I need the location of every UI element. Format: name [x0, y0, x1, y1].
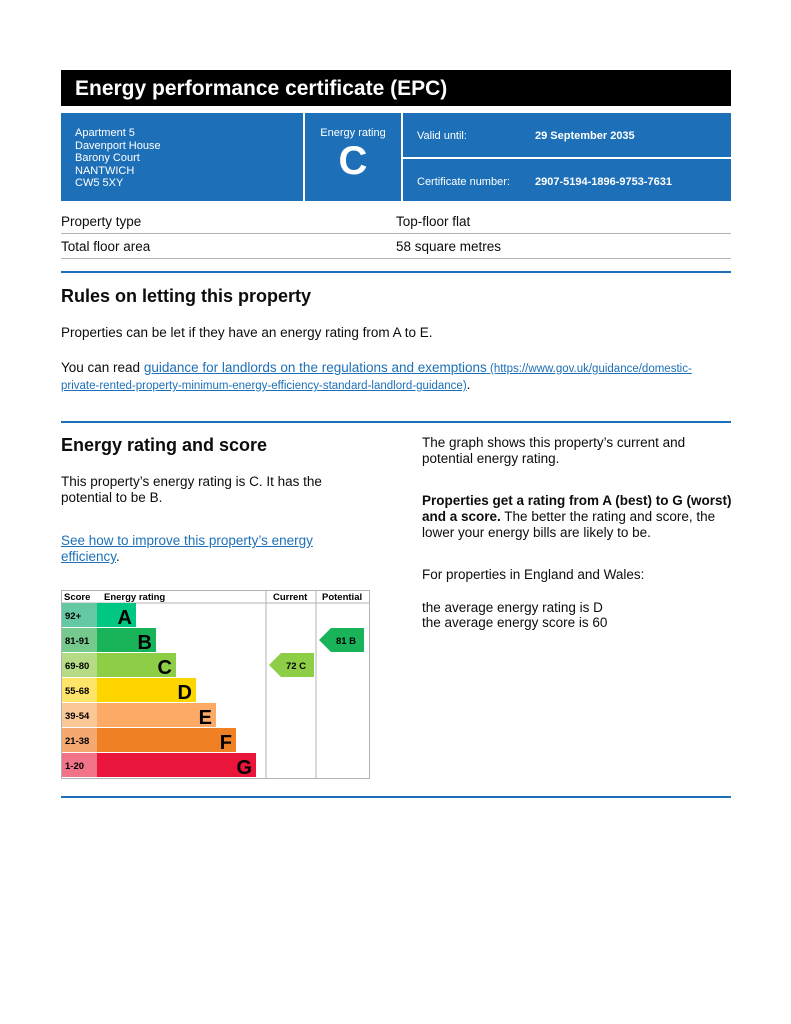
score-cell — [62, 728, 97, 752]
potential-arrow — [319, 628, 364, 652]
row-value: 58 square metres — [396, 239, 502, 254]
average-rating: the average energy rating is D — [422, 600, 603, 615]
england-wales-text: For properties in England and Wales: — [422, 567, 645, 582]
score-label: 81-91 — [65, 636, 90, 647]
header-potential: Potential — [322, 592, 362, 603]
row-value: Top-floor flat — [396, 214, 471, 229]
link-url: (https://www.gov.uk/guidance/domestic-pr… — [61, 363, 692, 392]
text: You can read — [61, 360, 144, 375]
header-energy-rating: Energy rating — [104, 592, 165, 603]
divider — [61, 796, 731, 798]
score-cell — [62, 703, 97, 727]
rating-bar-d — [97, 678, 196, 702]
certificate-number-label: Certificate number: — [417, 176, 510, 188]
floor-area-row: Total floor area 58 square metres — [61, 234, 731, 259]
energy-rating-chart: Score Energy rating Current Potential 92+ A 81… — [61, 590, 370, 779]
score-cell — [62, 628, 97, 652]
address-line: Barony Court — [75, 152, 140, 164]
address-line: NANTWICH — [75, 164, 135, 177]
property-type-row: Property type Top-floor flat — [61, 209, 731, 234]
bold-text: Properties get a rating from A (best) to… — [422, 493, 732, 524]
rating-letter: D — [178, 682, 192, 704]
row-label: Total floor area — [61, 239, 151, 254]
score-label: 55-68 — [65, 686, 89, 697]
certificate-number-value: 2907-5194-1896-9753-7631 — [535, 176, 673, 188]
score-text: This property’s energy rating is C. It h… — [61, 474, 322, 505]
rating-letter: F — [220, 732, 232, 754]
rating-letter: B — [138, 632, 152, 654]
rating-letter: E — [199, 707, 212, 729]
rating-bar-e — [97, 703, 216, 727]
address-line: CW5 5XY — [75, 177, 124, 189]
current-label: 72 C — [286, 661, 306, 672]
energy-rating-box: Energy rating C — [305, 113, 401, 201]
score-label: 1-20 — [65, 761, 84, 772]
average-score: the average energy score is 60 — [422, 615, 608, 630]
text: The better the rating and score, the low… — [422, 509, 716, 540]
certificate-number: Certificate number: 2907-5194-1896-9753-… — [403, 159, 731, 201]
rules-guidance: You can read guidance for landlords on t… — [61, 360, 711, 394]
score-label: 69-80 — [65, 661, 89, 672]
score-cell — [62, 653, 97, 677]
rules-text: Properties can be let if they have an en… — [61, 325, 433, 340]
property-address: Apartment 5 Davenport House Barony Court… — [61, 113, 303, 201]
score-label: 92+ — [65, 611, 82, 622]
score-label: 39-54 — [65, 711, 90, 722]
valid-until: Valid until: 29 September 2035 — [403, 113, 731, 157]
score-cell — [62, 678, 97, 702]
rating-bar-a — [97, 603, 136, 627]
rating-letter: A — [118, 607, 132, 629]
graph-text: The graph shows this property’s current … — [422, 435, 686, 466]
score-label: 21-38 — [65, 736, 89, 747]
rating-bar-c — [97, 653, 176, 677]
link-text: guidance for landlords on the regulation… — [143, 360, 487, 375]
current-arrow — [269, 653, 314, 677]
address-line: Davenport House — [75, 139, 161, 152]
address-line: Apartment 5 — [75, 127, 135, 139]
potential-label: 81 B — [336, 636, 356, 647]
row-label: Property type — [61, 214, 142, 229]
valid-until-value: 29 September 2035 — [535, 130, 635, 142]
score-cell — [62, 603, 97, 627]
score-heading: Energy rating and score — [61, 435, 268, 455]
rating-bar-g — [97, 753, 256, 777]
improve-paragraph: See how to improve this property’s energ… — [61, 533, 331, 565]
rules-heading: Rules on letting this property — [61, 286, 312, 306]
text: . — [116, 549, 120, 564]
score-cell — [62, 753, 97, 777]
chart-border — [61, 590, 370, 779]
energy-rating-value: C — [338, 139, 368, 183]
valid-until-label: Valid until: — [417, 130, 467, 142]
divider — [61, 421, 731, 423]
page-title: Energy performance certificate (EPC) — [61, 70, 731, 106]
improve-link[interactable]: See how to improve this property’s energ… — [61, 533, 313, 564]
rating-letter: G — [236, 757, 252, 779]
header-current: Current — [273, 592, 308, 603]
rating-bar-f — [97, 728, 236, 752]
text: . — [466, 377, 471, 392]
rating-bar-b — [97, 628, 156, 652]
energy-rating-label: Energy rating — [320, 127, 386, 139]
header-score: Score — [64, 592, 90, 603]
rating-explainer: Properties get a rating from A (best) to… — [422, 493, 732, 541]
rating-letter: C — [158, 657, 172, 679]
divider — [61, 271, 731, 273]
guidance-link[interactable]: guidance for landlords on the regulation… — [61, 360, 692, 392]
